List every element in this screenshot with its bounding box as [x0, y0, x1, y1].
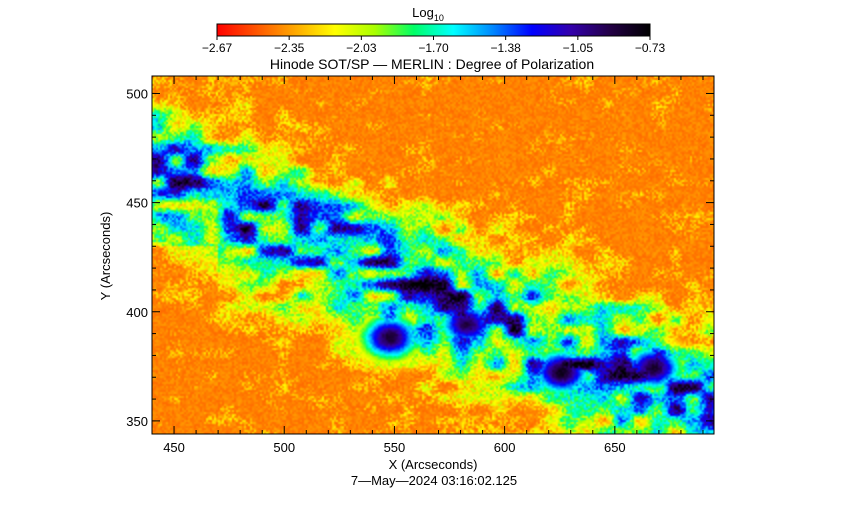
colorbar-tick-label: −1.05: [563, 41, 594, 55]
colorbar-tick-label: −2.67: [202, 41, 233, 55]
colorbar-ticks: −2.67 −2.35 −2.03 −1.70 −1.38 −1.05 −0.73: [202, 36, 666, 55]
x-tick-label: 650: [604, 440, 626, 455]
colorbar-tick-label: −1.70: [418, 41, 449, 55]
y-tick-label: 500: [126, 86, 148, 101]
colorbar-tick-label: −1.38: [490, 41, 521, 55]
x-tick-label: 500: [273, 440, 295, 455]
axes: 450 500 550 600 650 350 400 450 500: [126, 76, 714, 455]
y-tick-label: 450: [126, 196, 148, 211]
colorbar: [216, 23, 651, 37]
colorbar-label: Log10: [412, 5, 444, 23]
y-axis-label: Y (Arcseconds): [98, 212, 113, 301]
x-tick-label: 550: [384, 440, 406, 455]
x-tick-label: 450: [163, 440, 185, 455]
heatmap-area: [152, 76, 714, 434]
y-tick-label: 400: [126, 305, 148, 320]
colorbar-tick-label: −0.73: [635, 41, 666, 55]
y-tick-label: 350: [126, 414, 148, 429]
chart-title: Hinode SOT/SP — MERLIN : Degree of Polar…: [270, 56, 594, 72]
x-axis-label: X (Arcseconds): [389, 457, 478, 472]
timestamp: 7—May—2024 03:16:02.125: [351, 473, 517, 488]
x-tick-label: 600: [494, 440, 516, 455]
colorbar-tick-label: −2.35: [274, 41, 305, 55]
plot-frame: [151, 75, 715, 435]
colorbar-tick-label: −2.03: [346, 41, 377, 55]
polarization-map: [152, 76, 714, 434]
